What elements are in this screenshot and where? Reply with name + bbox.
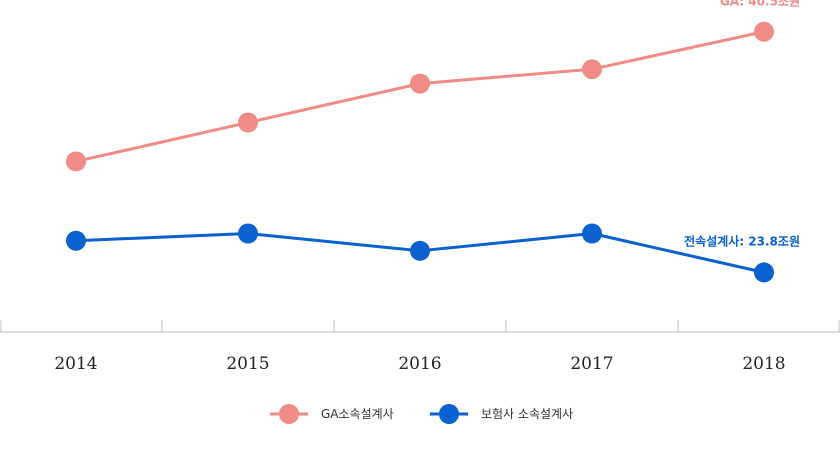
data-point: [754, 21, 774, 42]
data-point: [754, 262, 774, 283]
series-group: [66, 21, 774, 283]
data-point: [238, 223, 258, 244]
x-axis: 2014 2015 2016 2017 2018: [0, 320, 840, 374]
data-point: [238, 112, 258, 133]
legend-marker: [439, 404, 459, 424]
data-point: [66, 151, 86, 172]
legend-marker: [279, 404, 299, 424]
data-point: [410, 240, 430, 261]
data-point: [66, 230, 86, 251]
x-tick-label: 2014: [54, 354, 97, 374]
annotation-label: GA: 40.5조원: [720, 0, 800, 9]
x-tick-label: 2016: [398, 354, 441, 374]
x-tick-label: 2015: [226, 354, 269, 374]
annotation-label: 전속설계사: 23.8조원: [684, 233, 800, 248]
legend-label: 보험사 소속설계사: [481, 407, 573, 421]
legend: GA소속설계사 보험사 소속설계사: [270, 404, 573, 424]
data-point: [410, 73, 430, 94]
data-point: [582, 59, 602, 80]
data-point: [582, 223, 602, 244]
x-tick-label: 2017: [570, 354, 613, 374]
legend-label: GA소속설계사: [321, 407, 394, 421]
x-tick-label: 2018: [742, 354, 785, 374]
series-line-1: [75, 30, 765, 163]
